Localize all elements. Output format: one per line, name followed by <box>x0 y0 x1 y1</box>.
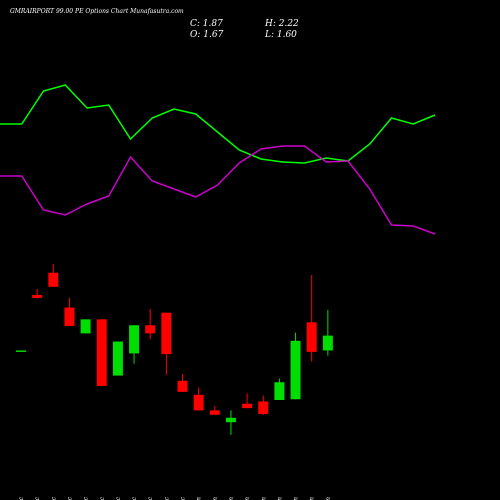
candle-body <box>225 417 236 423</box>
candle-body <box>193 394 204 411</box>
candle-body <box>145 325 156 334</box>
x-tick-label: 30 Dec <box>163 496 170 500</box>
x-tick-label: 23 Dec <box>99 496 106 500</box>
x-tick-label: 02 Jan <box>212 497 219 500</box>
candle-body <box>32 294 43 298</box>
candle-body <box>129 325 140 354</box>
candle-body <box>177 380 188 392</box>
candle-body <box>80 319 91 334</box>
x-tick-label: 19 Dec <box>66 496 73 500</box>
x-tick-label: 09 Jan <box>293 497 300 500</box>
open-label: O: 1.67 <box>190 30 224 40</box>
x-tick-label: 18 Dec <box>50 496 57 500</box>
x-tick-label: 24 Dec <box>115 496 122 500</box>
candle-body <box>16 350 26 352</box>
high-label: H: 2.22 <box>264 19 299 29</box>
line-series <box>0 145 436 235</box>
x-tick-label: 03 Jan <box>228 497 235 500</box>
x-tick-label: 13 Jan <box>325 497 332 500</box>
candle-body <box>322 335 333 351</box>
candle-body <box>290 340 301 400</box>
x-tick-label: 06 Jan <box>244 497 251 500</box>
x-tick-label: 08 Jan <box>276 497 283 500</box>
x-tick-label: 01 Jan <box>196 497 203 500</box>
candle-body <box>96 319 107 386</box>
candle-body <box>48 272 59 287</box>
candle-body <box>274 382 285 400</box>
x-tick-label: 17 Dec <box>34 496 41 500</box>
candle-body <box>161 312 172 355</box>
candle-body <box>258 401 269 415</box>
line-series <box>0 84 436 164</box>
candle-body <box>242 403 253 409</box>
x-tick-label: 10 Jan <box>309 497 316 500</box>
x-tick-label: 26 Dec <box>131 496 138 500</box>
candle-body <box>306 322 317 352</box>
x-tick-label: 20 Dec <box>83 496 90 500</box>
x-tick-label: 31 Dec <box>180 496 187 500</box>
low-label: L: 1.60 <box>264 30 297 40</box>
candle-body <box>112 341 123 376</box>
candle-body <box>64 307 75 326</box>
close-label: C: 1.87 <box>190 19 223 29</box>
x-tick-label: 27 Dec <box>147 496 154 500</box>
candle-body <box>209 410 220 415</box>
x-tick-label: 07 Jan <box>260 497 267 500</box>
x-tick-label: 12 Dec <box>18 496 25 500</box>
chart-title: GMRAIRPORT 99.00 PE Options Chart Munafa… <box>10 8 184 15</box>
